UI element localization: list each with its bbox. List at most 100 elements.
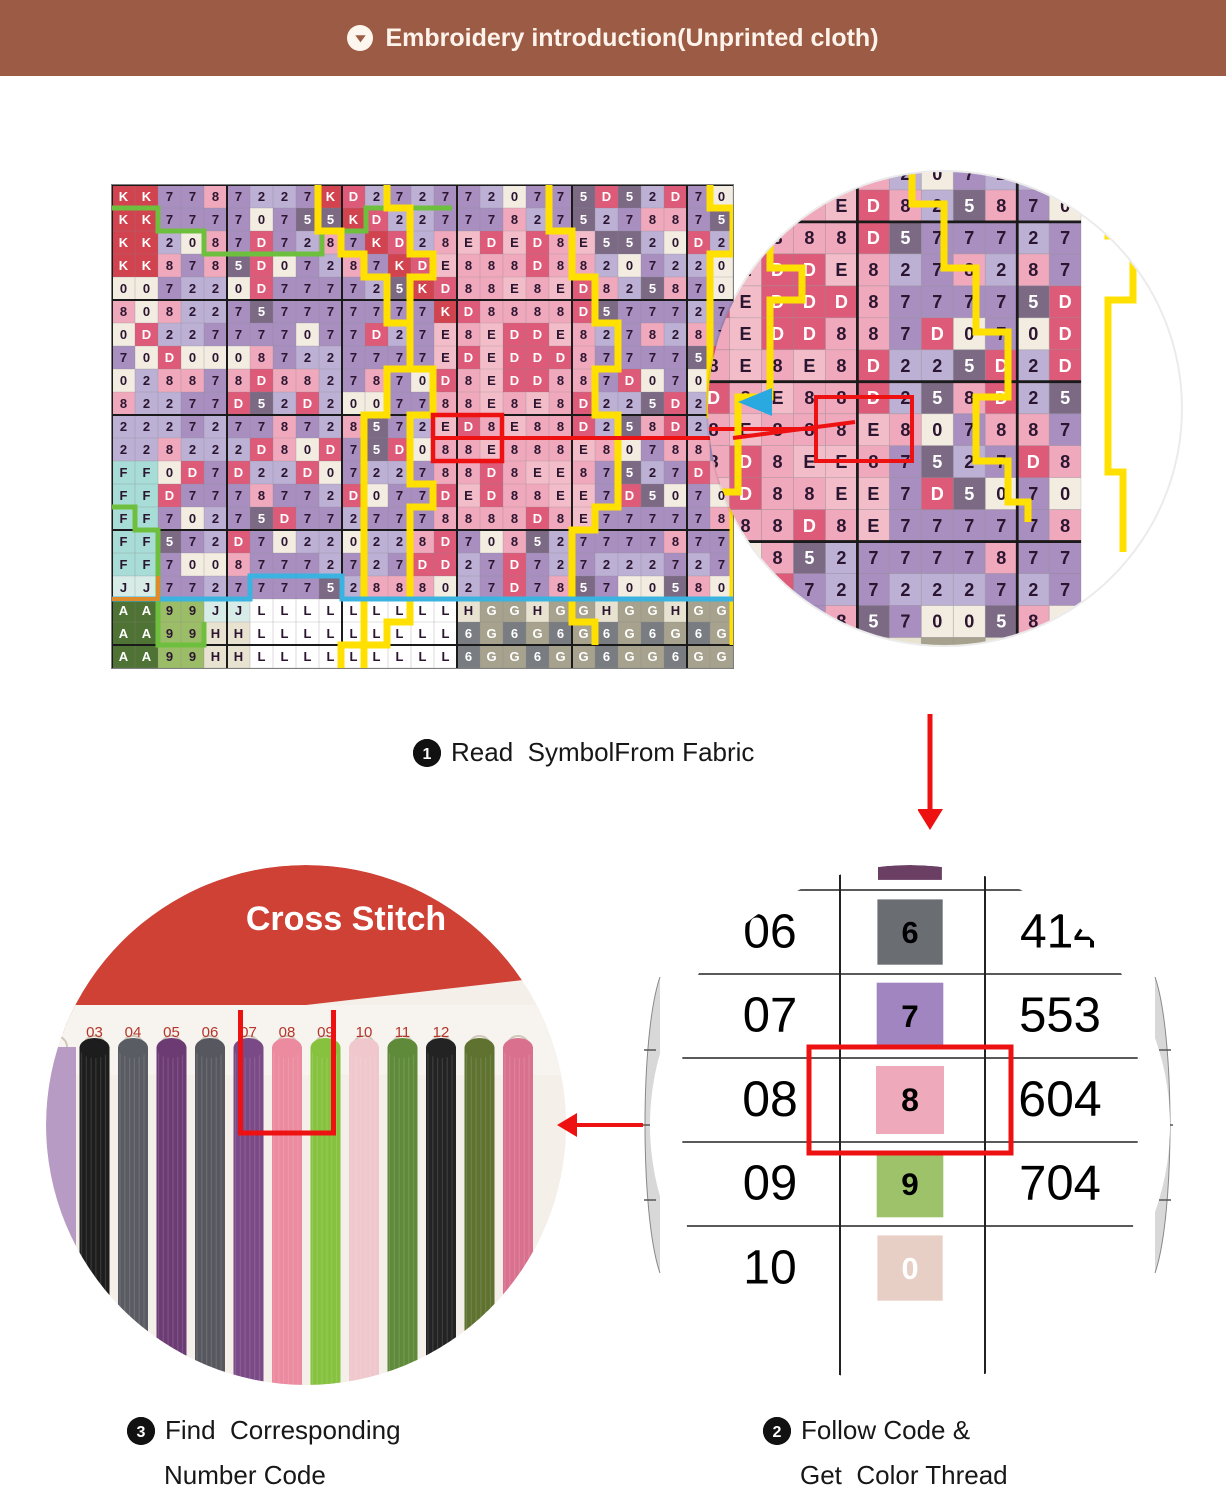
svg-text:D: D: [510, 373, 519, 388]
svg-text:0: 0: [626, 258, 633, 273]
svg-text:07: 07: [743, 989, 798, 1043]
svg-text:8: 8: [836, 356, 846, 376]
svg-text:8: 8: [649, 212, 656, 227]
svg-text:7: 7: [304, 419, 311, 434]
svg-text:7: 7: [649, 511, 656, 526]
svg-text:7: 7: [1060, 580, 1070, 600]
svg-text:7: 7: [212, 373, 219, 388]
svg-text:5: 5: [580, 212, 587, 227]
svg-text:7: 7: [557, 212, 564, 227]
svg-text:D: D: [533, 235, 542, 250]
svg-text:2: 2: [212, 580, 219, 595]
svg-text:2: 2: [304, 350, 311, 365]
svg-text:G: G: [555, 649, 565, 664]
svg-text:2: 2: [964, 452, 974, 472]
svg-text:G: G: [1058, 644, 1072, 645]
svg-text:8: 8: [557, 580, 564, 595]
svg-text:8: 8: [836, 324, 846, 344]
svg-text:8: 8: [709, 324, 719, 344]
svg-text:7: 7: [603, 465, 610, 480]
svg-text:7: 7: [350, 235, 357, 250]
svg-text:2: 2: [212, 511, 219, 526]
svg-text:7: 7: [373, 350, 380, 365]
svg-text:2: 2: [419, 419, 426, 434]
svg-text:7: 7: [672, 511, 679, 526]
svg-text:7: 7: [996, 292, 1006, 312]
svg-text:D: D: [372, 212, 381, 227]
svg-text:K: K: [441, 304, 451, 319]
svg-text:D: D: [487, 235, 496, 250]
svg-text:5: 5: [804, 548, 814, 568]
svg-text:7: 7: [235, 327, 242, 342]
svg-text:H: H: [234, 649, 243, 664]
svg-text:7: 7: [626, 534, 633, 549]
svg-text:E: E: [533, 396, 542, 411]
svg-text:7: 7: [672, 350, 679, 365]
svg-text:D: D: [739, 452, 752, 472]
svg-text:7: 7: [580, 534, 587, 549]
svg-text:E: E: [739, 260, 751, 280]
svg-text:L: L: [258, 603, 266, 618]
svg-text:7: 7: [327, 511, 334, 526]
svg-text:D: D: [165, 350, 174, 365]
svg-text:7: 7: [396, 511, 403, 526]
svg-text:7: 7: [396, 189, 403, 204]
svg-text:E: E: [579, 442, 588, 457]
svg-text:7: 7: [996, 580, 1006, 600]
svg-text:7: 7: [327, 327, 334, 342]
svg-text:7: 7: [281, 235, 288, 250]
svg-text:2: 2: [212, 304, 219, 319]
svg-text:7: 7: [350, 350, 357, 365]
svg-text:7: 7: [900, 292, 910, 312]
svg-text:E: E: [579, 235, 588, 250]
svg-text:2: 2: [350, 580, 357, 595]
svg-text:8: 8: [557, 419, 564, 434]
svg-text:8: 8: [557, 373, 564, 388]
svg-text:7: 7: [996, 516, 1006, 536]
svg-text:E: E: [771, 388, 783, 408]
svg-text:06: 06: [743, 905, 796, 958]
svg-text:7: 7: [1028, 484, 1038, 504]
svg-text:E: E: [739, 356, 751, 376]
svg-text:E: E: [464, 488, 473, 503]
svg-text:2: 2: [996, 260, 1006, 280]
svg-text:8: 8: [235, 557, 242, 572]
svg-text:0: 0: [189, 511, 196, 526]
svg-text:8: 8: [580, 350, 587, 365]
svg-text:7: 7: [189, 258, 196, 273]
svg-text:G: G: [866, 644, 880, 645]
svg-text:8: 8: [419, 580, 426, 595]
svg-text:E: E: [441, 327, 450, 342]
svg-text:2: 2: [900, 580, 910, 600]
svg-text:K: K: [119, 212, 129, 227]
svg-text:0: 0: [695, 373, 702, 388]
svg-text:L: L: [396, 603, 404, 618]
svg-text:0: 0: [189, 235, 196, 250]
svg-text:D: D: [694, 465, 703, 480]
svg-text:L: L: [304, 626, 312, 641]
svg-text:7: 7: [557, 189, 564, 204]
svg-text:8: 8: [511, 212, 518, 227]
svg-text:E: E: [464, 235, 473, 250]
svg-text:E: E: [510, 419, 519, 434]
svg-text:D: D: [487, 488, 496, 503]
svg-text:E: E: [487, 373, 496, 388]
svg-text:8: 8: [488, 304, 495, 319]
svg-text:7: 7: [189, 189, 196, 204]
svg-text:L: L: [442, 649, 450, 664]
svg-text:A: A: [119, 626, 129, 641]
svg-text:L: L: [327, 603, 335, 618]
svg-text:D: D: [464, 419, 473, 434]
svg-text:5: 5: [327, 580, 334, 595]
svg-text:D: D: [510, 327, 519, 342]
svg-text:H: H: [602, 603, 611, 618]
svg-text:0: 0: [120, 327, 127, 342]
svg-text:D: D: [234, 465, 243, 480]
svg-text:D: D: [188, 465, 197, 480]
svg-text:7: 7: [1028, 516, 1038, 536]
svg-text:L: L: [373, 603, 381, 618]
svg-text:5: 5: [996, 612, 1006, 632]
svg-text:2: 2: [258, 189, 265, 204]
svg-text:08: 08: [742, 1071, 798, 1127]
svg-text:L: L: [304, 603, 312, 618]
